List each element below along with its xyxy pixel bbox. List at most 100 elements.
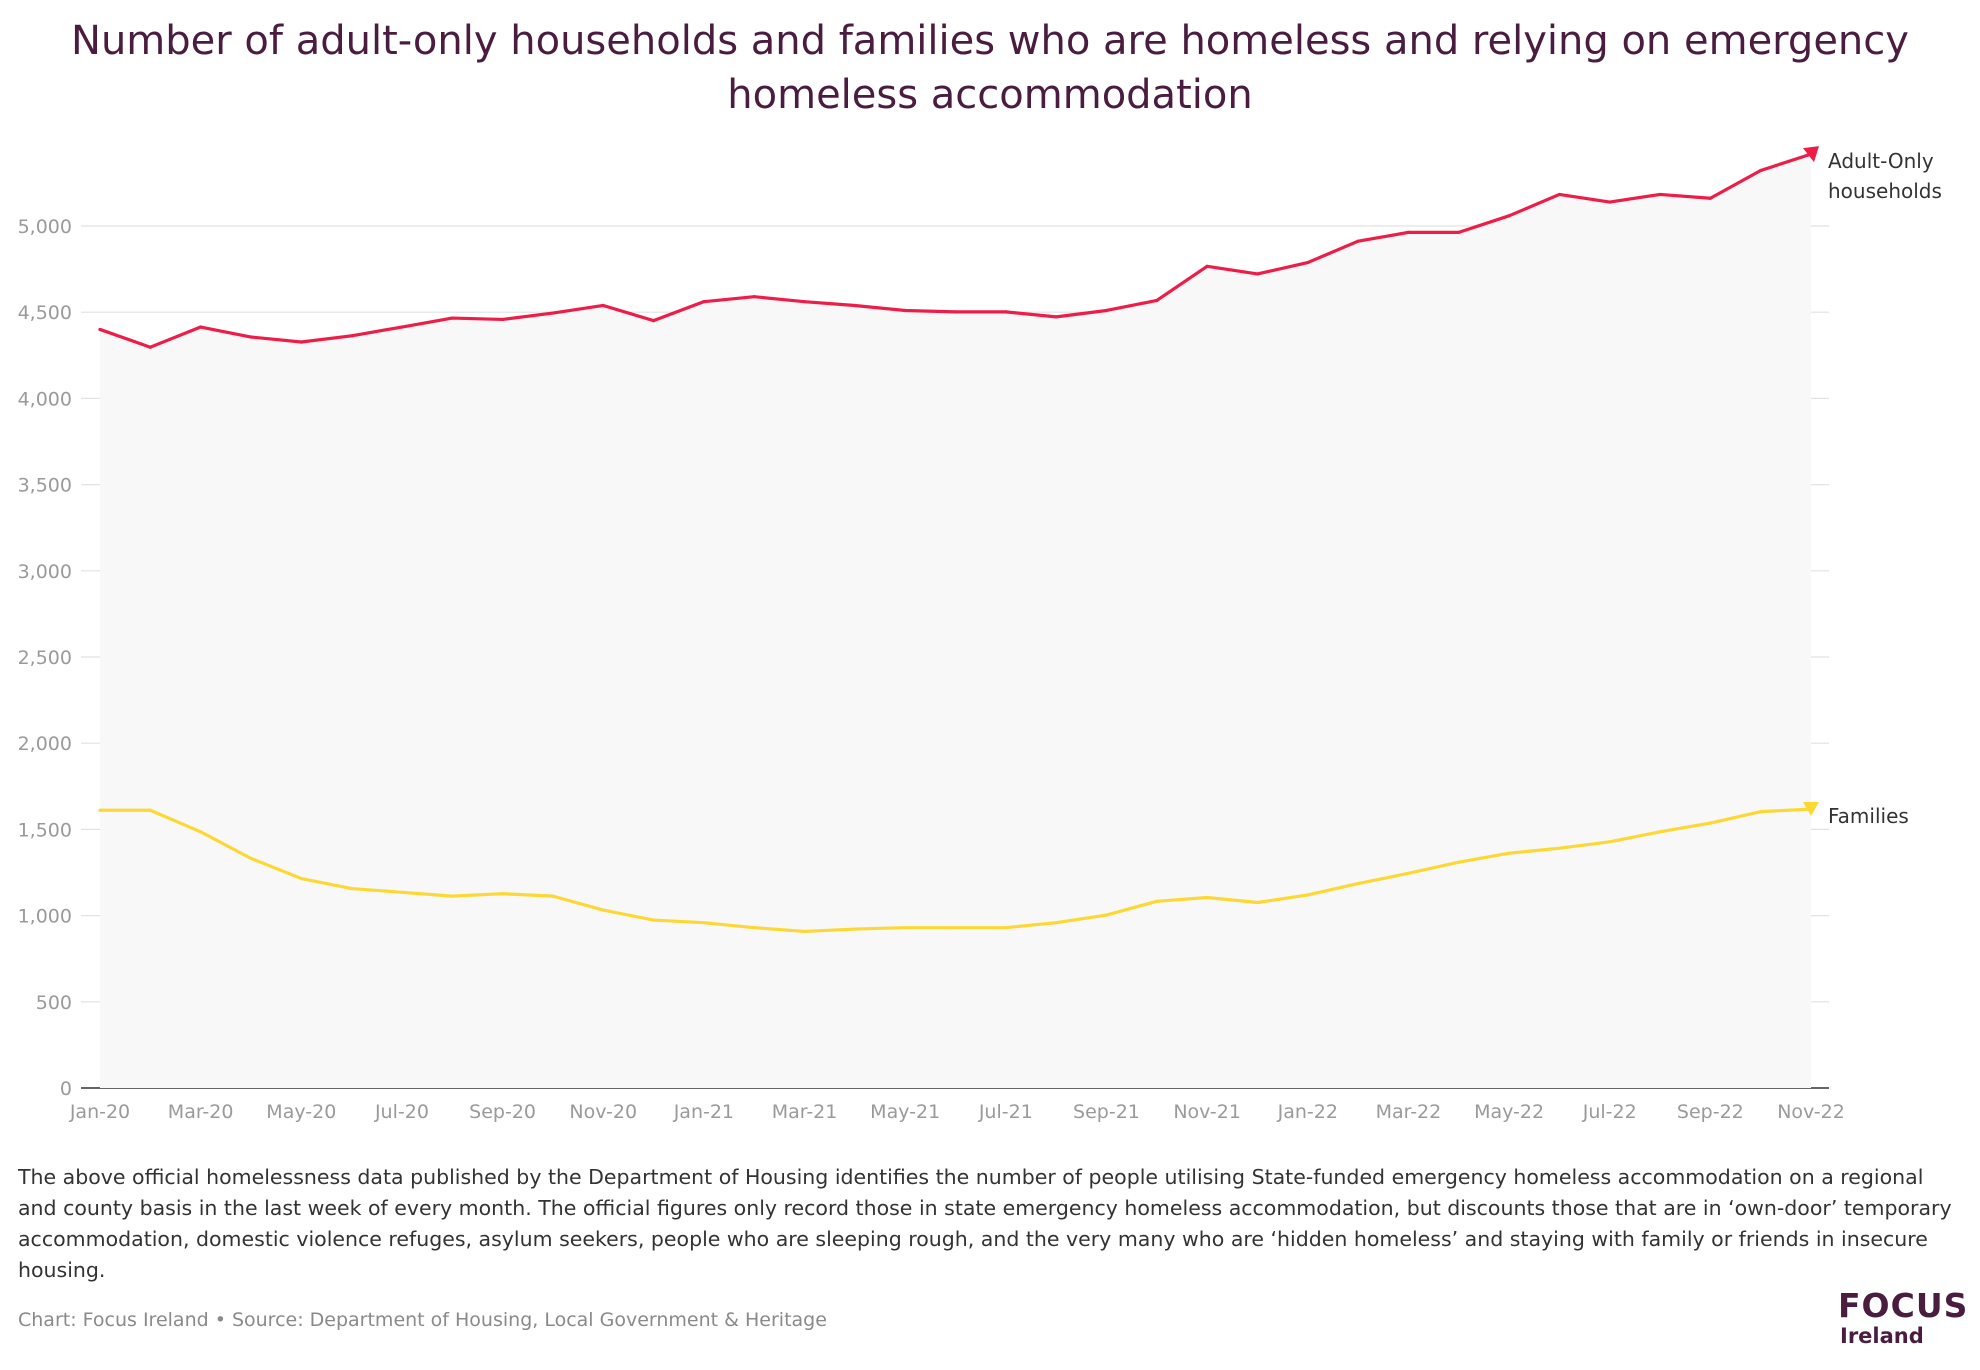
focus-ireland-logo: FOCUS Ireland [1838, 1286, 1969, 1349]
data-point [1255, 900, 1260, 905]
series-lines [98, 146, 1819, 934]
x-tick-label: Nov-22 [1777, 1101, 1845, 1123]
x-tick-label: Nov-21 [1173, 1101, 1241, 1123]
chart-title: Number of adult-only households and fami… [71, 18, 1909, 118]
data-point [400, 890, 404, 894]
data-point [450, 316, 454, 320]
data-point [1356, 239, 1360, 243]
data-point [802, 929, 807, 934]
data-point [1406, 230, 1411, 234]
data-point [199, 830, 203, 834]
line-chart: 0 500 1,000 1,500 2,000 2,500 3,000 3,500 4,000 4… [18, 146, 1942, 1123]
data-point [98, 327, 102, 332]
data-point [1759, 168, 1763, 173]
data-point [350, 886, 354, 891]
area-fill [100, 154, 1811, 1089]
data-point [299, 340, 303, 344]
data-point [953, 926, 958, 930]
data-point [1608, 200, 1612, 204]
series-label-families: Families [1828, 804, 1909, 828]
data-point [903, 926, 907, 930]
data-point [98, 808, 102, 812]
series-end-arrow-icon [1803, 146, 1819, 163]
data-point [1054, 921, 1058, 925]
data-point [702, 921, 706, 925]
y-tick-label: 2,000 [18, 733, 72, 755]
data-point [1608, 840, 1612, 844]
data-point [1155, 298, 1159, 303]
y-tick-label: 4,500 [18, 302, 72, 324]
data-point [601, 303, 605, 308]
data-point [802, 300, 807, 304]
data-point [199, 325, 203, 329]
x-tick-label: Jan-22 [1277, 1101, 1338, 1123]
x-tick-label: Jan-21 [673, 1101, 734, 1123]
data-point [1155, 899, 1159, 903]
data-point [148, 808, 152, 812]
data-point [1356, 881, 1360, 886]
data-point [1507, 851, 1511, 855]
data-point [249, 335, 253, 339]
x-tick-label: Jul-20 [374, 1101, 429, 1123]
series-end-arrow-icon [1803, 802, 1819, 817]
y-tick-label: 4,000 [18, 388, 72, 410]
x-tick-label: May-21 [870, 1101, 940, 1123]
data-point [1054, 315, 1058, 319]
data-point [1255, 272, 1260, 276]
y-axis-ticks: 0 500 1,000 1,500 2,000 2,500 3,000 3,500 4,000 4… [18, 216, 72, 1100]
data-point [1104, 913, 1109, 917]
data-point [1658, 192, 1662, 197]
data-point [903, 308, 907, 313]
x-tick-label: May-20 [266, 1101, 336, 1123]
data-point [1658, 830, 1662, 834]
data-point [249, 856, 253, 860]
data-point [1104, 308, 1109, 313]
y-tick-label: 500 [36, 992, 72, 1014]
x-tick-label: Jul-22 [1582, 1101, 1637, 1123]
data-point [500, 317, 505, 322]
x-tick-label: Mar-22 [1376, 1101, 1442, 1123]
y-tick-label: 2,500 [18, 647, 72, 669]
data-point [1306, 893, 1310, 897]
data-point [1708, 196, 1712, 200]
chart-note: The above official homelessness data pub… [18, 1165, 1952, 1282]
data-point [551, 894, 555, 898]
x-tick-label: Sep-20 [469, 1101, 536, 1123]
series-label-adult-only-line2: households [1828, 179, 1942, 203]
x-tick-label: Mar-21 [772, 1101, 838, 1123]
data-point [1708, 821, 1712, 825]
data-point [1557, 846, 1561, 850]
data-point [1205, 264, 1209, 268]
data-point [702, 300, 706, 304]
data-point [500, 892, 505, 896]
x-tick-label: Sep-21 [1073, 1101, 1140, 1123]
y-tick-label: 0 [60, 1078, 72, 1100]
x-tick-label: Jan-20 [69, 1101, 130, 1123]
y-tick-label: 1,500 [18, 819, 72, 841]
data-point [148, 345, 152, 349]
data-point [350, 334, 354, 338]
data-point [953, 310, 958, 314]
data-point [651, 918, 656, 922]
data-point [1205, 895, 1209, 900]
series-label-adult-only: Adult-Only [1828, 149, 1934, 173]
data-point [551, 311, 555, 315]
chart-source: Chart: Focus Ireland • Source: Departmen… [18, 1309, 827, 1331]
data-point [853, 927, 857, 931]
data-point [752, 295, 756, 299]
data-point [1507, 214, 1511, 218]
x-axis-ticks: Jan-20 Mar-20 May-20 Jul-20 Sep-20 Nov-20 Jan-… [69, 1101, 1845, 1123]
logo-line2: Ireland [1840, 1324, 1924, 1348]
data-point [400, 325, 404, 329]
data-point [752, 926, 756, 930]
data-point [1457, 860, 1461, 864]
y-tick-label: 1,000 [18, 906, 72, 928]
data-point [1004, 926, 1008, 930]
data-point [299, 876, 303, 881]
y-tick-label: 3,000 [18, 561, 72, 583]
data-point [651, 319, 656, 323]
data-point [1306, 260, 1310, 265]
area-under-adult-only [100, 154, 1811, 1089]
data-point [1457, 230, 1461, 234]
logo-line1: FOCUS [1838, 1286, 1969, 1325]
